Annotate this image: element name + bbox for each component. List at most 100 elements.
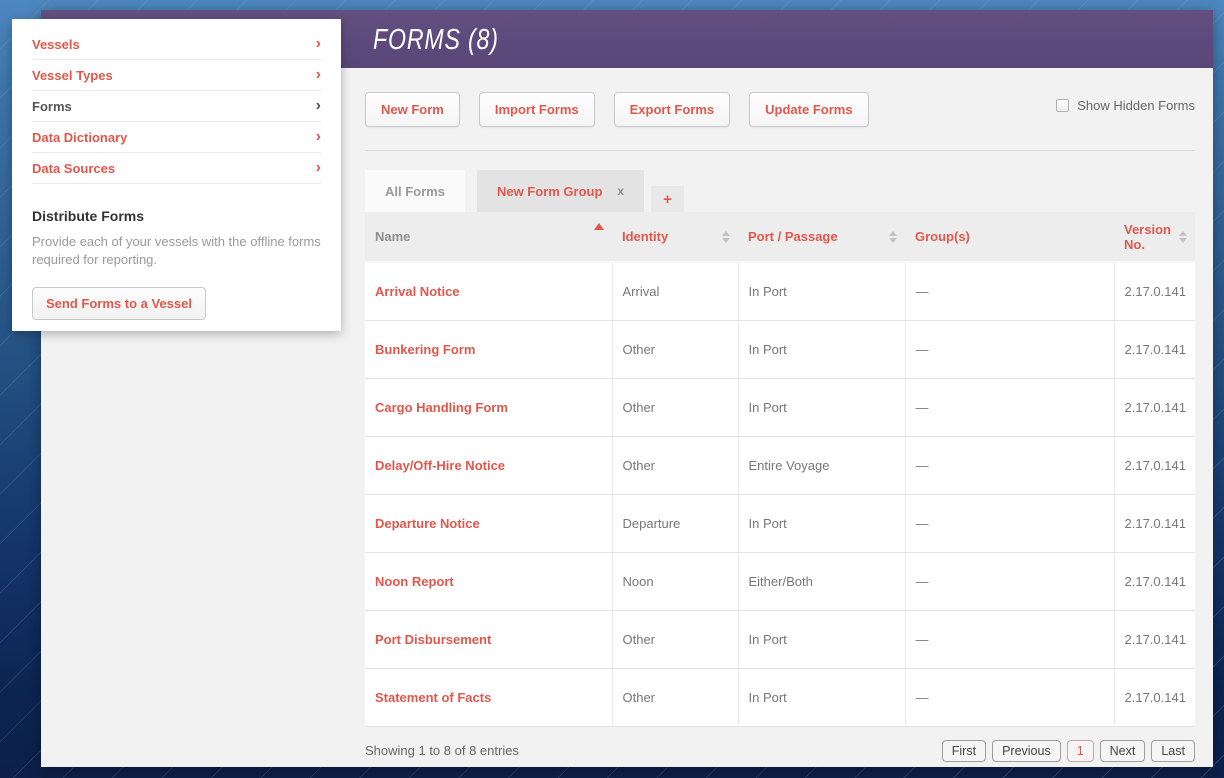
- form-link-delay-off-hire-notice[interactable]: Delay/Off-Hire Notice: [375, 457, 506, 473]
- sidebar-item-data-sources[interactable]: Data Sources ›: [32, 153, 321, 184]
- cell-name: Arrival Notice: [365, 261, 613, 321]
- pagination-next-button[interactable]: Next: [1099, 739, 1146, 762]
- pagination: First Previous 1 Next Last: [941, 739, 1195, 762]
- navigation-flyout-menu: Vessels › Vessel Types › Forms › Data Dictiona…: [12, 19, 341, 331]
- form-link-bunkering-form[interactable]: Bunkering Form: [375, 341, 476, 357]
- table-row: Departure Notice Departure In Port —2.17.0.…: [365, 494, 1195, 553]
- table-row: Bunkering Form Other In Port —2.17.0.141: [365, 320, 1195, 379]
- sort-toggle-icon: [1179, 230, 1187, 243]
- cell-groups: —: [905, 494, 1115, 553]
- sidebar-item-vessels[interactable]: Vessels ›: [32, 29, 321, 60]
- cell-port-passage: In Port: [738, 261, 906, 321]
- cell-version: 2.17.0.141: [1114, 378, 1195, 437]
- cell-identity: Departure: [612, 494, 739, 553]
- show-hidden-forms-checkbox[interactable]: [1056, 99, 1070, 112]
- column-header-name[interactable]: Name: [365, 212, 612, 262]
- table-row: Statement of Facts Other In Port —2.17.0.14…: [365, 668, 1195, 727]
- toolbar: New Form Import Forms Export Forms Update F…: [365, 68, 1195, 151]
- table-row: Cargo Handling Form Other In Port —2.17.0.1…: [365, 378, 1195, 437]
- column-header-label: Version No.: [1124, 221, 1171, 252]
- pagination-1-button[interactable]: 1: [1066, 739, 1094, 762]
- new-form-button[interactable]: New Form: [365, 92, 460, 127]
- pagination-last-button[interactable]: Last: [1151, 739, 1195, 762]
- cell-version: 2.17.0.141: [1114, 320, 1195, 379]
- cell-version: 2.17.0.141: [1114, 610, 1195, 669]
- cell-identity: Other: [612, 320, 739, 379]
- cell-groups: —: [905, 261, 1115, 321]
- cell-groups: —: [905, 320, 1115, 379]
- add-form-group-tab[interactable]: +: [651, 186, 684, 212]
- column-header-port-passage[interactable]: Port / Passage: [738, 212, 905, 262]
- form-link-port-disbursement[interactable]: Port Disbursement: [375, 631, 492, 647]
- table-row: Port Disbursement Other In Port —2.17.0.141: [365, 610, 1195, 669]
- column-header-label: Name: [375, 229, 411, 244]
- sort-ascending-icon: [594, 223, 604, 230]
- form-link-statement-of-facts[interactable]: Statement of Facts: [375, 689, 492, 705]
- sort-toggle-icon: [722, 230, 730, 243]
- cell-groups: —: [905, 378, 1115, 437]
- cell-name: Cargo Handling Form: [365, 378, 613, 437]
- toolbar-buttons: New Form Import Forms Export Forms Update F…: [365, 92, 888, 127]
- form-link-noon-report[interactable]: Noon Report: [375, 573, 454, 589]
- cell-port-passage: Entire Voyage: [738, 436, 906, 495]
- cell-identity: Noon: [612, 552, 739, 611]
- tab-label: All Forms: [385, 183, 445, 199]
- form-link-arrival-notice[interactable]: Arrival Notice: [375, 283, 460, 299]
- pagination-previous-button[interactable]: Previous: [992, 739, 1061, 762]
- sidebar-item-label: Data Sources: [32, 160, 116, 176]
- distribute-forms-section: Distribute Forms Provide each of your ve…: [32, 208, 321, 320]
- cell-name: Departure Notice: [365, 494, 613, 553]
- page-title: FORMS (8): [373, 24, 499, 56]
- cell-name: Noon Report: [365, 552, 613, 611]
- cell-version: 2.17.0.141: [1114, 552, 1195, 611]
- column-header-identity[interactable]: Identity: [612, 212, 738, 262]
- update-forms-button[interactable]: Update Forms: [749, 92, 869, 127]
- sidebar-item-label: Data Dictionary: [32, 129, 128, 145]
- cell-version: 2.17.0.141: [1114, 668, 1195, 727]
- close-tab-icon[interactable]: x: [617, 184, 625, 198]
- column-header-group-s[interactable]: Group(s): [905, 212, 1114, 262]
- cell-name: Port Disbursement: [365, 610, 613, 669]
- cell-port-passage: In Port: [738, 610, 906, 669]
- cell-version: 2.17.0.141: [1114, 494, 1195, 553]
- import-forms-button[interactable]: Import Forms: [478, 92, 595, 127]
- cell-groups: —: [905, 610, 1115, 669]
- cell-name: Delay/Off-Hire Notice: [365, 436, 613, 495]
- cell-port-passage: In Port: [738, 668, 906, 727]
- column-header-version-no[interactable]: Version No.: [1114, 212, 1195, 262]
- cell-identity: Other: [612, 436, 739, 495]
- send-forms-to-vessel-button[interactable]: Send Forms to a Vessel: [32, 286, 206, 320]
- main-content: New Form Import Forms Export Forms Update F…: [365, 68, 1195, 762]
- cell-port-passage: In Port: [738, 320, 906, 379]
- sort-toggle-icon: [889, 230, 897, 243]
- export-forms-button[interactable]: Export Forms: [613, 92, 731, 127]
- cell-groups: —: [905, 668, 1115, 727]
- tab-all-forms[interactable]: All Forms: [365, 170, 465, 212]
- entries-summary: Showing 1 to 8 of 8 entries: [365, 743, 519, 758]
- form-link-departure-notice[interactable]: Departure Notice: [375, 515, 480, 531]
- sidebar-item-forms[interactable]: Forms ›: [32, 91, 321, 122]
- sidebar-item-data-dictionary[interactable]: Data Dictionary ›: [32, 122, 321, 153]
- sidebar-item-vessel-types[interactable]: Vessel Types ›: [32, 60, 321, 91]
- distribute-forms-description: Provide each of your vessels with the of…: [32, 234, 321, 268]
- table-footer: Showing 1 to 8 of 8 entries First Previou…: [365, 727, 1195, 762]
- chevron-right-icon: ›: [315, 35, 321, 52]
- menu-list: Vessels › Vessel Types › Forms › Data Dictiona…: [32, 29, 321, 184]
- form-group-tabs: All Forms New Form Group x +: [365, 170, 1195, 212]
- pagination-first-button[interactable]: First: [941, 739, 987, 762]
- sidebar-item-label: Forms: [32, 98, 72, 114]
- tab-new-form-group[interactable]: New Form Group x: [476, 170, 645, 212]
- cell-port-passage: In Port: [738, 378, 906, 437]
- column-header-label: Group(s): [915, 229, 970, 244]
- chevron-right-icon: ›: [315, 128, 321, 145]
- cell-version: 2.17.0.141: [1114, 436, 1195, 495]
- form-link-cargo-handling-form[interactable]: Cargo Handling Form: [375, 399, 508, 415]
- chevron-right-icon: ›: [315, 97, 321, 114]
- distribute-forms-title: Distribute Forms: [32, 208, 145, 224]
- cell-groups: —: [905, 436, 1115, 495]
- tab-label: New Form Group: [496, 183, 603, 199]
- table-row: Noon Report Noon Either/Both —2.17.0.141: [365, 552, 1195, 611]
- show-hidden-forms-toggle[interactable]: Show Hidden Forms: [1056, 98, 1195, 113]
- cell-port-passage: Either/Both: [738, 552, 906, 611]
- table-row: Delay/Off-Hire Notice Other Entire Voyage —…: [365, 436, 1195, 495]
